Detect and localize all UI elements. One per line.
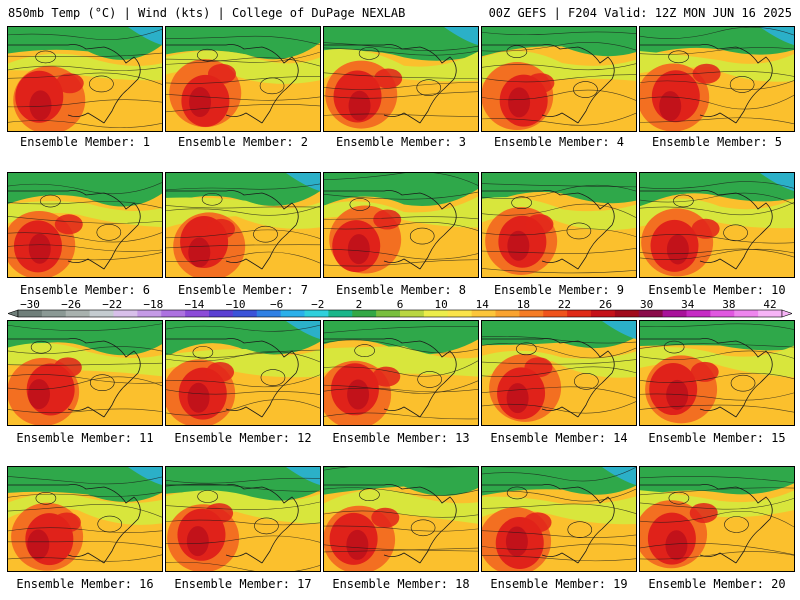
colorbar-swatch	[185, 310, 210, 317]
ensemble-member-map	[7, 26, 163, 132]
colorbar-swatch	[686, 310, 711, 317]
ensemble-member-label: Ensemble Member: 20	[648, 577, 786, 591]
colorbar-swatch	[734, 310, 759, 317]
ensemble-member-label: Ensemble Member: 17	[174, 577, 312, 591]
colorbar-swatch	[137, 310, 162, 317]
ensemble-member-label: Ensemble Member: 16	[16, 577, 154, 591]
ensemble-member-map	[7, 320, 163, 426]
colorbar-swatch	[376, 310, 401, 317]
ensemble-member-label: Ensemble Member: 3	[335, 135, 467, 149]
colorbar-tick-label: −2	[311, 300, 324, 311]
colorbar-swatch	[638, 310, 664, 317]
colorbar-swatch	[256, 310, 282, 317]
colorbar-swatch	[567, 310, 592, 317]
colorbar-swatch	[495, 310, 520, 317]
colorbar-swatch	[304, 310, 329, 317]
map-title: 850mb Temp (°C) | Wind (kts) | College o…	[8, 6, 406, 20]
ensemble-member-map	[481, 172, 637, 278]
ensemble-member-label: Ensemble Member: 11	[16, 431, 154, 445]
ensemble-member-map	[481, 466, 637, 572]
colorbar-swatch	[161, 310, 186, 317]
ensemble-member-label: Ensemble Member: 14	[490, 431, 628, 445]
colorbar-swatch	[710, 310, 735, 317]
colorbar-tick-label: 14	[476, 300, 490, 311]
run-valid-time: 00Z GEFS | F204 Valid: 12Z MON JUN 16 20…	[488, 6, 792, 20]
ensemble-member-map	[323, 172, 479, 278]
colorbar-right-arrow	[781, 309, 792, 318]
ensemble-member-map	[639, 26, 795, 132]
ensemble-member-map	[165, 320, 321, 426]
colorbar-tick-label: −22	[102, 300, 122, 311]
ensemble-member-map	[481, 320, 637, 426]
colorbar-swatch	[352, 310, 377, 317]
colorbar-swatch	[614, 310, 640, 317]
ensemble-member-map	[165, 466, 321, 572]
ensemble-member-label: Ensemble Member: 19	[490, 577, 628, 591]
ensemble-member-map	[639, 320, 795, 426]
colorbar-swatch	[113, 310, 138, 317]
ensemble-member-label: Ensemble Member: 6	[19, 283, 151, 297]
colorbar-swatch	[758, 310, 783, 317]
colorbar-swatch	[18, 310, 43, 317]
colorbar-swatch	[89, 310, 114, 317]
colorbar-swatch	[447, 310, 473, 317]
colorbar-tick-label: 34	[681, 300, 695, 311]
ensemble-member-label: Ensemble Member: 8	[335, 283, 467, 297]
colorbar-swatch	[232, 310, 258, 317]
ensemble-member-map	[323, 26, 479, 132]
colorbar-swatch	[471, 310, 496, 317]
colorbar-tick-label: 10	[434, 300, 447, 311]
colorbar-tick-label: 42	[763, 300, 776, 311]
colorbar-tick-label: −14	[185, 300, 205, 311]
colorbar-swatch	[65, 310, 91, 317]
ensemble-member-map	[639, 466, 795, 572]
ensemble-member-map	[165, 26, 321, 132]
colorbar-tick-label: −26	[61, 300, 81, 311]
ensemble-member-map	[639, 172, 795, 278]
ensemble-member-label: Ensemble Member: 7	[177, 283, 309, 297]
colorbar-swatch	[543, 310, 568, 317]
colorbar-left-arrow	[8, 309, 19, 318]
ensemble-member-label: Ensemble Member: 9	[493, 283, 625, 297]
colorbar-tick-label: 38	[722, 300, 735, 311]
ensemble-member-label: Ensemble Member: 15	[648, 431, 786, 445]
ensemble-member-label: Ensemble Member: 18	[332, 577, 470, 591]
colorbar-swatch	[280, 310, 305, 317]
colorbar-swatch	[591, 310, 616, 317]
colorbar-tick-label: 18	[517, 300, 530, 311]
colorbar-swatch	[400, 310, 425, 317]
ensemble-member-label: Ensemble Member: 10	[648, 283, 786, 297]
ensemble-member-label: Ensemble Member: 12	[174, 431, 312, 445]
ensemble-member-map	[323, 466, 479, 572]
ensemble-member-map	[7, 172, 163, 278]
ensemble-member-label: Ensemble Member: 13	[332, 431, 470, 445]
colorbar-swatch	[519, 310, 544, 317]
colorbar-tick-label: −6	[270, 300, 283, 311]
colorbar-tick-label: 2	[356, 300, 363, 311]
colorbar-tick-label: −18	[143, 300, 163, 311]
ensemble-member-map	[323, 320, 479, 426]
ensemble-member-map	[481, 26, 637, 132]
colorbar-tick-label: 22	[558, 300, 571, 311]
colorbar-swatch	[41, 310, 67, 317]
ensemble-member-label: Ensemble Member: 4	[493, 135, 625, 149]
ensemble-member-label: Ensemble Member: 5	[651, 135, 783, 149]
colorbar-tick-label: −30	[20, 300, 40, 311]
ensemble-member-map	[165, 172, 321, 278]
colorbar-swatch	[209, 310, 234, 317]
colorbar-swatch	[328, 310, 353, 317]
colorbar-tick-label: 30	[640, 300, 653, 311]
temperature-colorbar: −30 −26 −22 −18 −14 −10 −6 −2 2 6 10 14 18 22 26 30 34 38…	[8, 300, 792, 318]
ensemble-member-map	[7, 466, 163, 572]
colorbar-swatch	[662, 310, 687, 317]
ensemble-member-label: Ensemble Member: 2	[177, 135, 309, 149]
colorbar-tick-label: 26	[599, 300, 612, 311]
colorbar-tick-label: 6	[397, 300, 404, 311]
colorbar-swatch	[423, 310, 449, 317]
colorbar-tick-label: −10	[226, 300, 246, 311]
ensemble-member-label: Ensemble Member: 1	[19, 135, 151, 149]
